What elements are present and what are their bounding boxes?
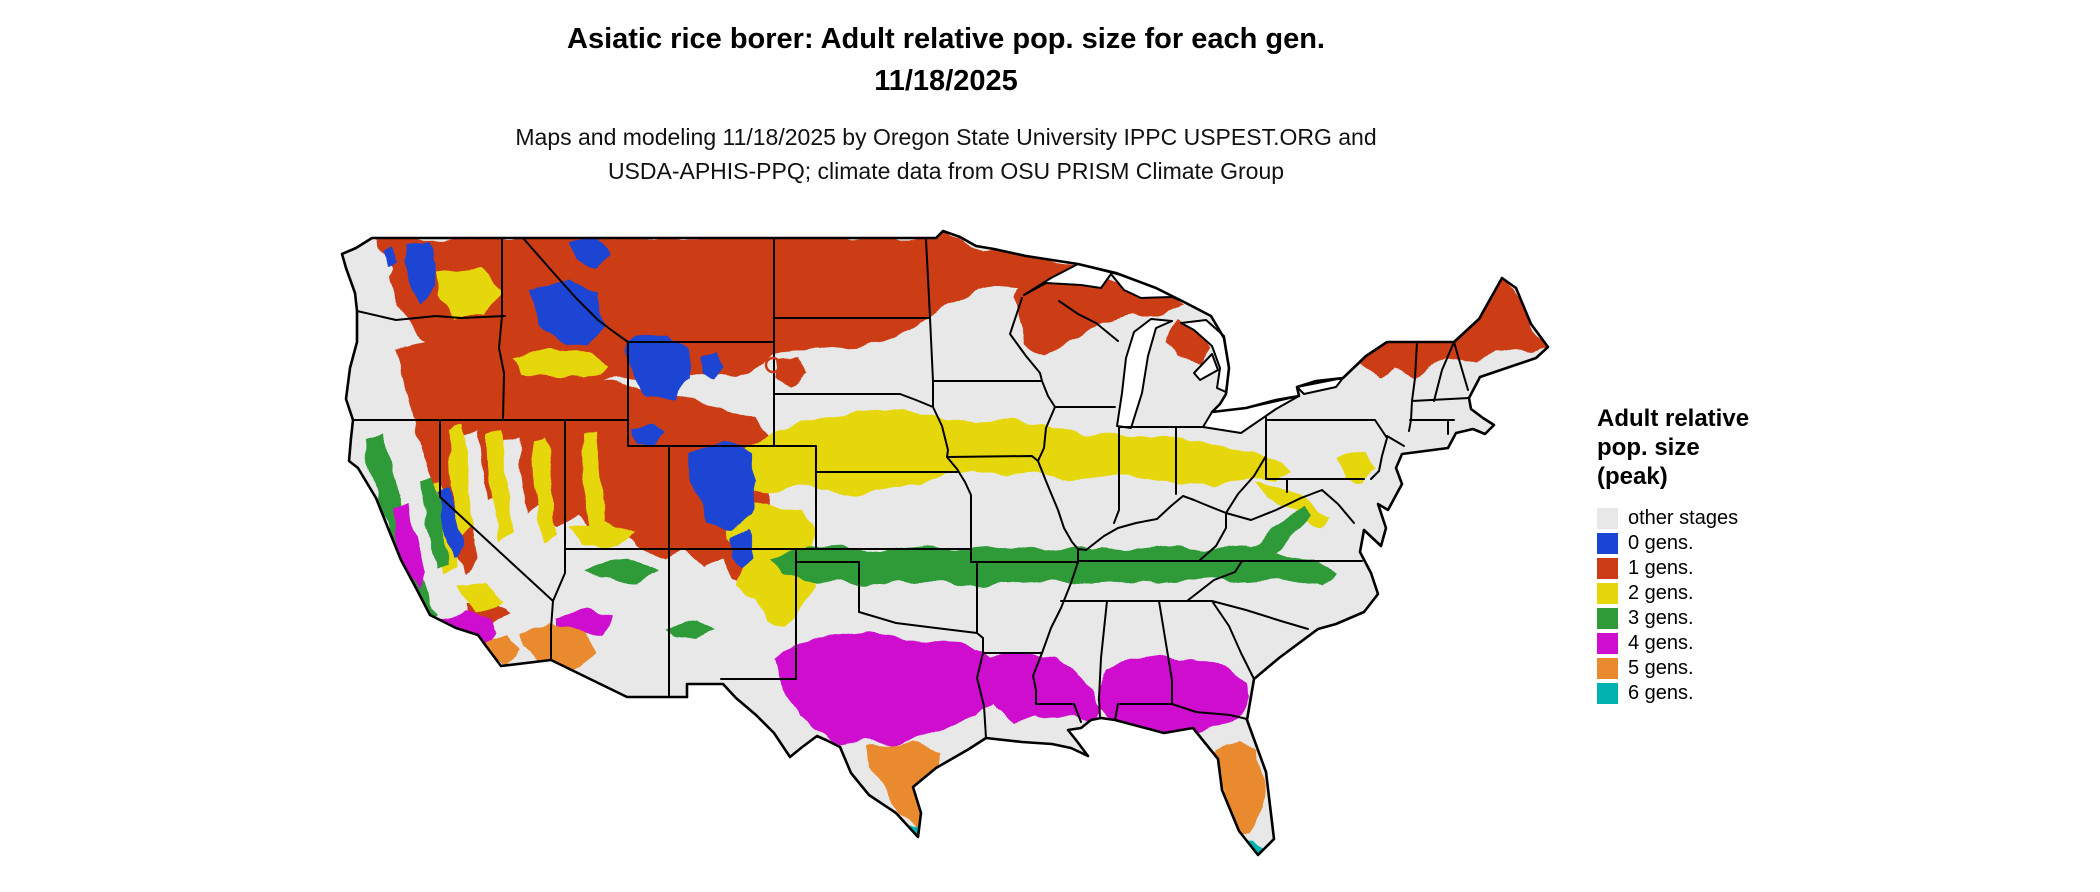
legend-swatch: [1597, 508, 1618, 529]
state-borders: [352, 237, 1470, 739]
legend-swatch: [1597, 608, 1618, 629]
us-map-svg: [340, 229, 1550, 857]
legend-items: other stages 0 gens. 1 gens. 2 gens. 3 gens.…: [1597, 506, 1897, 706]
map-fill-layers: [342, 231, 1548, 855]
legend-item: 4 gens.: [1597, 631, 1897, 656]
legend-item: 6 gens.: [1597, 681, 1897, 706]
map-layer-0-gens: [383, 239, 758, 569]
legend-swatch: [1597, 633, 1618, 654]
legend-title-line: pop. size: [1597, 434, 1700, 461]
legend-item: 3 gens.: [1597, 606, 1897, 631]
map-layer-4-gens: [394, 502, 1251, 745]
legend-item: 5 gens.: [1597, 656, 1897, 681]
map-subtitle-line1: Maps and modeling 11/18/2025 by Oregon S…: [515, 124, 1377, 150]
legend-item: 1 gens.: [1597, 556, 1897, 581]
map-subtitle: Maps and modeling 11/18/2025 by Oregon S…: [0, 120, 1892, 188]
legend-swatch: [1597, 583, 1618, 604]
legend-item-label: other stages: [1628, 507, 1739, 529]
map-generation-layers: [346, 231, 1548, 855]
map-title-date: 11/18/2025: [874, 65, 1018, 97]
legend-item-label: 6 gens.: [1628, 682, 1694, 704]
marker-ring: [764, 356, 782, 374]
legend-item-label: 3 gens.: [1628, 607, 1694, 629]
great-lakes: [1023, 263, 1344, 434]
map-title-line1: Asiatic rice borer: Adult relative pop. …: [567, 23, 1325, 55]
legend-title-line: Adult relative: [1597, 405, 1750, 432]
legend: Adult relative pop. size (peak) other st…: [1597, 404, 1897, 706]
legend-item-label: 5 gens.: [1628, 657, 1694, 679]
legend-item-label: 2 gens.: [1628, 582, 1694, 604]
legend-swatch: [1597, 558, 1618, 579]
legend-item-label: 0 gens.: [1628, 532, 1694, 554]
legend-item-label: 4 gens.: [1628, 632, 1694, 654]
legend-swatch: [1597, 683, 1618, 704]
legend-swatch: [1597, 658, 1618, 679]
legend-item-label: 1 gens.: [1628, 557, 1694, 579]
legend-swatch: [1597, 533, 1618, 554]
legend-title: Adult relative pop. size (peak): [1597, 404, 1897, 491]
us-map: [336, 228, 1558, 888]
legend-item: 2 gens.: [1597, 581, 1897, 606]
map-title: Asiatic rice borer: Adult relative pop. …: [0, 18, 1892, 102]
legend-item: other stages: [1597, 506, 1897, 531]
legend-title-line: (peak): [1597, 463, 1668, 490]
map-subtitle-line2: USDA-APHIS-PPQ; climate data from OSU PR…: [607, 158, 1285, 184]
map-layer-6-gens: [901, 823, 1268, 855]
legend-item: 0 gens.: [1597, 531, 1897, 556]
us-outline: [340, 229, 1550, 857]
